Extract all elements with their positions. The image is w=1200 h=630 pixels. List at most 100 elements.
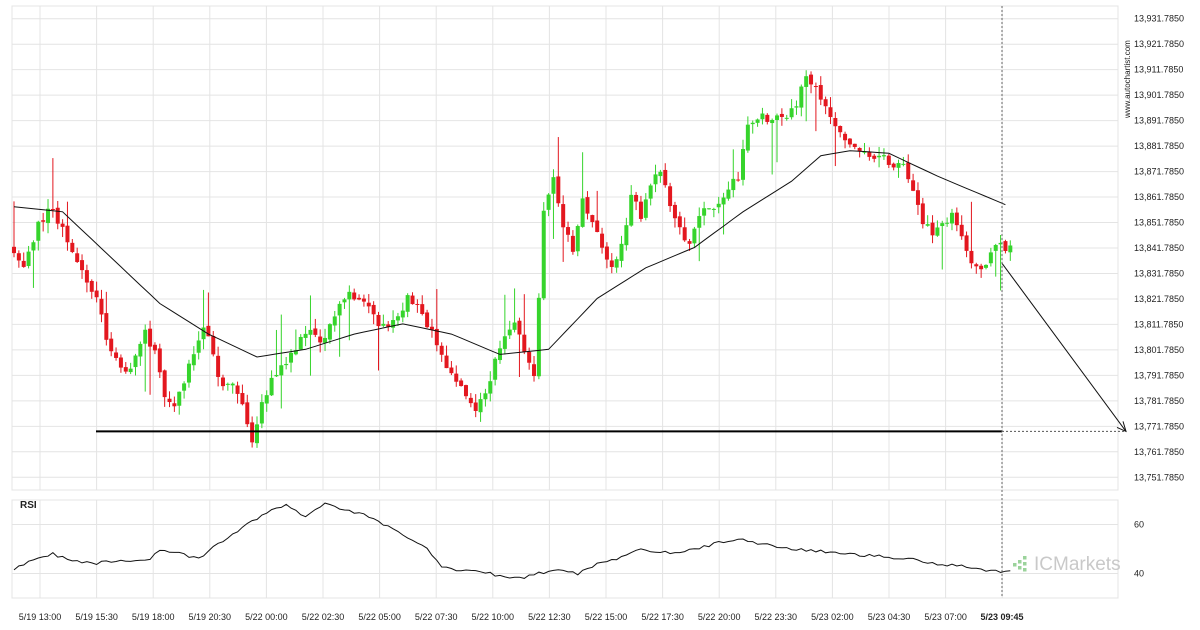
- time-tick-label: 5/22 12:30: [528, 612, 571, 622]
- candle-body: [789, 108, 794, 118]
- candle-body: [488, 381, 493, 394]
- candle-body: [930, 222, 935, 236]
- candle-body: [648, 185, 653, 199]
- candle-body: [760, 113, 765, 120]
- brand-dot: [1018, 560, 1022, 564]
- candle-body: [794, 106, 799, 108]
- projection-arrowhead: [1116, 421, 1127, 433]
- candle-body: [891, 163, 896, 168]
- brand-dot: [1013, 563, 1017, 567]
- price-tick-label: 13,821.7850: [1134, 294, 1184, 304]
- price-tick-label: 13,781.7850: [1134, 396, 1184, 406]
- candle-body: [65, 225, 70, 243]
- candle-body: [293, 350, 298, 355]
- time-tick-label: 5/22 05:00: [358, 612, 401, 622]
- brand-dot: [1023, 556, 1027, 560]
- candle-body: [381, 323, 386, 326]
- rsi-grid: [11, 499, 1119, 599]
- price-tick-label: 13,881.7850: [1134, 141, 1184, 151]
- price-axis-ticks: 13,931.7850 13,921.7850 13,911.7850 13,901.…: [1134, 14, 1184, 483]
- candle-body: [532, 364, 537, 377]
- candle-body: [872, 155, 877, 159]
- rsi-tick-label: 40: [1134, 569, 1144, 579]
- candle-body: [468, 397, 473, 404]
- candle-body: [736, 179, 741, 181]
- candle-body: [313, 328, 318, 335]
- candle-body: [566, 227, 571, 235]
- candle-body: [177, 391, 182, 406]
- autochartist-watermark: www.autochartist.com: [1123, 40, 1132, 119]
- candle-body: [395, 316, 400, 321]
- candle-body: [70, 242, 75, 253]
- candle-body: [473, 402, 478, 411]
- candle-body: [152, 344, 157, 351]
- price-tick-label: 13,871.7850: [1134, 167, 1184, 177]
- candle-body: [264, 395, 269, 404]
- candle-body: [809, 74, 814, 85]
- candle-body: [901, 163, 906, 165]
- candle-body: [128, 368, 133, 373]
- candle-body: [434, 328, 439, 346]
- candle-body: [716, 203, 721, 208]
- candle-body: [157, 348, 162, 373]
- candle-body: [536, 297, 541, 377]
- candle-body: [721, 197, 726, 205]
- brand-dot: [1023, 562, 1027, 566]
- candle-body: [609, 260, 614, 267]
- icmarkets-logo-dots: [1013, 556, 1027, 572]
- candle-body: [303, 333, 308, 338]
- candle-body: [46, 208, 51, 224]
- candle-body: [935, 227, 940, 236]
- candle-body: [386, 324, 391, 327]
- price-tick-label: 13,791.7850: [1134, 370, 1184, 380]
- candle-body: [196, 340, 201, 353]
- candle-body: [706, 208, 711, 210]
- candle-body: [580, 198, 585, 227]
- price-tick-label: 13,931.7850: [1134, 14, 1184, 24]
- brand-dot: [1018, 566, 1022, 570]
- candle-body: [16, 253, 21, 261]
- candle-body: [726, 189, 731, 199]
- brand-dot: [1023, 568, 1027, 572]
- candle-body: [109, 338, 114, 352]
- brand-prefix: IC: [1034, 554, 1053, 575]
- rsi-axis-ticks: 60 40: [1134, 520, 1144, 579]
- candle-body: [590, 215, 595, 223]
- candle-body: [546, 194, 551, 210]
- candle-body: [138, 343, 143, 357]
- candle-body: [318, 336, 323, 343]
- candle-body: [245, 402, 250, 425]
- candle-body: [828, 107, 833, 118]
- candle-body: [235, 385, 240, 394]
- price-tick-label: 13,801.7850: [1134, 345, 1184, 355]
- candle-body: [804, 76, 809, 87]
- candle-body: [298, 336, 303, 350]
- candle-body: [847, 138, 852, 145]
- candle-body: [881, 155, 886, 157]
- candle-body: [692, 228, 697, 244]
- candle-body: [585, 197, 590, 214]
- candle-body: [896, 163, 901, 168]
- candle-body: [687, 241, 692, 244]
- candle-body: [906, 162, 911, 180]
- rsi-label: RSI: [20, 500, 37, 511]
- candle-body: [984, 264, 988, 268]
- candle-body: [964, 235, 969, 251]
- brand-suffix: Markets: [1053, 554, 1121, 575]
- candle-body: [731, 178, 736, 191]
- candle-body: [556, 176, 561, 204]
- candle-body: [332, 316, 337, 326]
- candle-body: [133, 355, 138, 368]
- candle-body: [342, 299, 347, 303]
- candle-body: [799, 86, 804, 108]
- time-tick-label: 5/19 13:00: [19, 612, 62, 622]
- candle-body: [940, 223, 945, 227]
- price-tick-label: 13,771.7850: [1134, 421, 1184, 431]
- price-tick-label: 13,851.7850: [1134, 218, 1184, 228]
- time-tick-label: 5/22 23:30: [755, 612, 798, 622]
- time-axis-ticks: 5/19 13:00 5/19 15:30 5/19 18:00 5/19 20:30…: [19, 612, 1024, 622]
- time-tick-label: 5/23 07:00: [924, 612, 967, 622]
- rsi-plot-frame: [11, 499, 1119, 599]
- candle-body: [745, 124, 750, 151]
- candle-body: [439, 345, 444, 355]
